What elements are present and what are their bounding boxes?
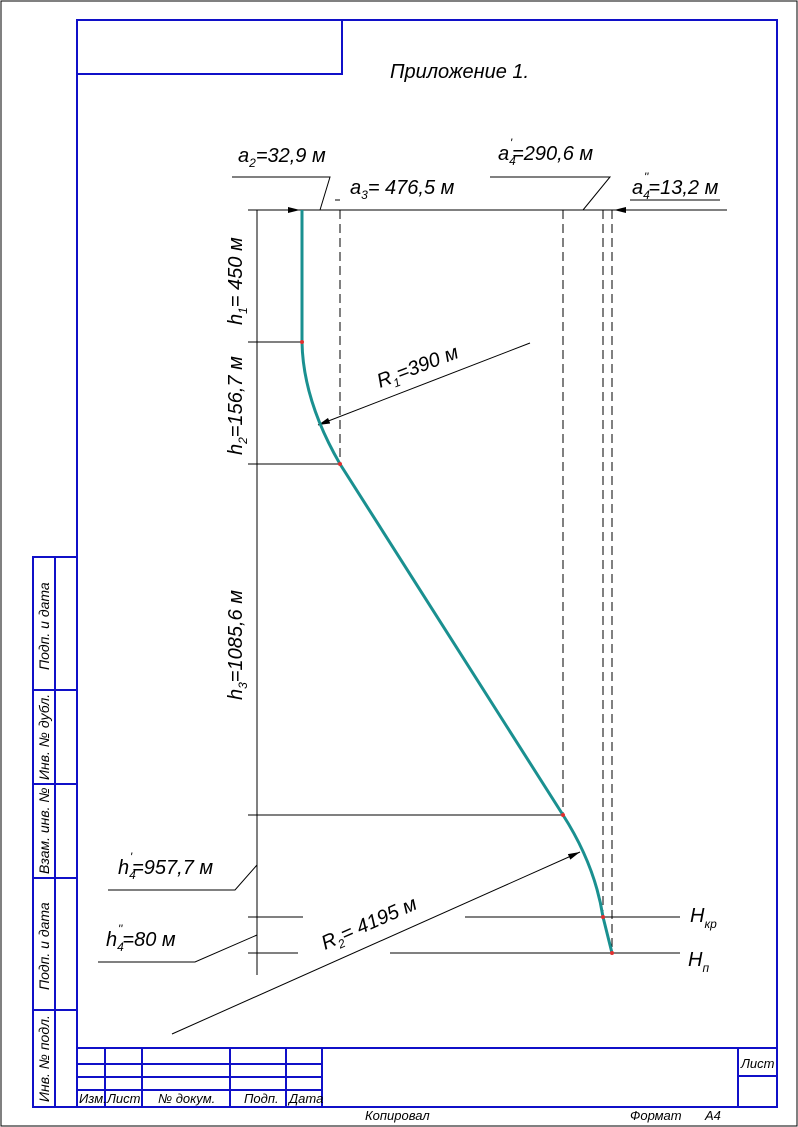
stamp-text: Инв. № дубл.: [36, 694, 52, 780]
label-h1: h1= 450 м: [225, 237, 250, 325]
profile-points: [300, 340, 614, 955]
copied: Копировал: [365, 1108, 430, 1123]
label-h4pp: h4''=80 м: [106, 922, 176, 954]
format-label: Формат: [630, 1108, 682, 1123]
stamp-text: Инв. № подл.: [36, 1015, 52, 1102]
label-Hkr: Hкр: [690, 905, 717, 931]
label-Hp: Hп: [688, 949, 709, 975]
label-h4p: h4'=957,7 м: [118, 850, 213, 882]
stamp-text: Подп. и дата: [36, 582, 52, 670]
column-head: Дата: [287, 1091, 323, 1106]
sheet-label: Лист: [740, 1056, 775, 1071]
construction-lines: [98, 176, 727, 1035]
well-profile: [300, 210, 614, 954]
column-head: № докум.: [158, 1091, 215, 1106]
column-head: Подп.: [244, 1091, 279, 1106]
column-head: Изм.: [79, 1091, 107, 1106]
side-stamp: Подп. и дата Инв. № дубл. Взам. инв. № П…: [36, 582, 52, 1102]
label-h2: h2=156,7 м: [225, 356, 250, 455]
label-a4pp: a4''=13,2 м: [632, 170, 719, 202]
label-a3: a3= 476,5 м: [350, 177, 455, 202]
label-R1: R1=390 м: [374, 341, 463, 395]
stamp-text: Взам. инв. №: [36, 787, 52, 874]
format-value: А4: [704, 1108, 721, 1123]
dimension-labels: a2=32,9 м a3= 476,5 м a4'=290,6 м a4''=1…: [106, 136, 719, 975]
label-a4p: a4'=290,6 м: [498, 136, 593, 168]
label-a2: a2=32,9 м: [238, 145, 326, 170]
title-block: Изм. Лист № докум. Подп. Дата Лист Копир…: [79, 1056, 775, 1123]
title: Приложение 1.: [390, 61, 529, 83]
label-R2: R2= 4195 м: [318, 893, 422, 957]
column-head: Лист: [106, 1091, 141, 1106]
label-h3: h3=1085,6 м: [225, 590, 250, 700]
stamp-text: Подп. и дата: [36, 902, 52, 990]
